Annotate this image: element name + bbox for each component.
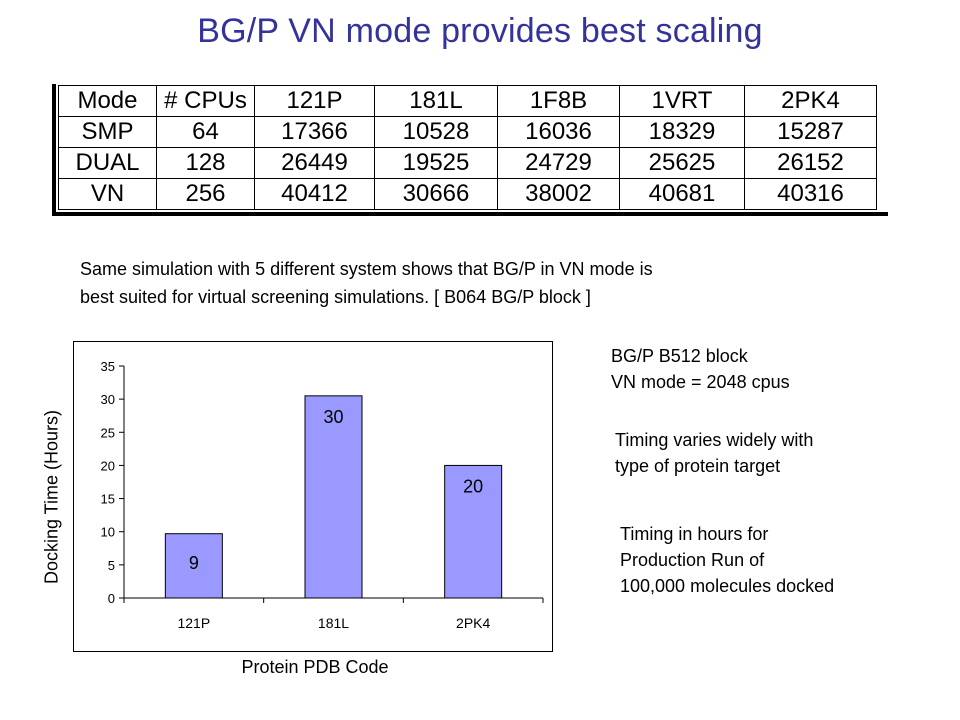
- hours-note-line-3: 100,000 molecules docked: [620, 576, 835, 596]
- block-note-line-1: BG/P B512 block: [611, 346, 748, 366]
- table-cell: 10528: [374, 116, 498, 148]
- table-row: VN 256 40412 30666 38002 40681 40316: [58, 178, 877, 210]
- bar-chart: 0 5 10 15 20 25 30 35 121P 9 181L 30 2PK4 20: [101, 359, 544, 631]
- table-cell: 40412: [254, 178, 375, 210]
- x-tick-label: 181L: [318, 615, 349, 631]
- bar-chart-frame: 0 5 10 15 20 25 30 35 121P 9 181L 30 2PK4 20: [73, 341, 553, 652]
- table-row: SMP 64 17366 10528 16036 18329 15287: [58, 116, 877, 148]
- table-cell: 26449: [254, 147, 375, 179]
- block-note: BG/P B512 block VN mode = 2048 cpus: [611, 343, 790, 395]
- table-cell: 2PK4: [744, 85, 877, 117]
- table-cell: # CPUs: [156, 85, 255, 117]
- table-cell: 181L: [374, 85, 498, 117]
- description-line-2: best suited for virtual screening simula…: [80, 287, 591, 307]
- table-cell: 1F8B: [497, 85, 620, 117]
- results-table: Mode # CPUs 121P 181L 1F8B 1VRT 2PK4 SMP 64 17366…: [58, 85, 877, 210]
- table-cell: 16036: [497, 116, 620, 148]
- table-shadow-frame: [52, 84, 888, 216]
- description-line-1: Same simulation with 5 different system …: [80, 259, 653, 279]
- table-row: DUAL 128 26449 19525 24729 25625 26152: [58, 147, 877, 179]
- hours-note: Timing in hours for Production Run of 10…: [620, 521, 834, 599]
- y-tick-label: 5: [108, 558, 115, 573]
- table-cell: 256: [156, 178, 255, 210]
- table-cell: 25625: [619, 147, 745, 179]
- table-cell: 40681: [619, 178, 745, 210]
- data-label: 20: [463, 476, 483, 496]
- description-text: Same simulation with 5 different system …: [80, 255, 880, 311]
- table-header-row: Mode # CPUs 121P 181L 1F8B 1VRT 2PK4: [58, 85, 877, 117]
- bar: [304, 395, 363, 599]
- table-cell: 17366: [254, 116, 375, 148]
- slide-title: BG/P VN mode provides best scaling: [197, 12, 763, 50]
- x-tick-label: 121P: [177, 615, 210, 631]
- table-cell: 26152: [744, 147, 877, 179]
- table-cell: 1VRT: [619, 85, 745, 117]
- table-cell: 128: [156, 147, 255, 179]
- y-tick-label: 35: [101, 359, 115, 374]
- y-tick-label: 0: [108, 591, 115, 606]
- x-tick-label: 2PK4: [456, 615, 490, 631]
- table-cell: 30666: [374, 178, 498, 210]
- table-cell: 64: [156, 116, 255, 148]
- block-note-line-2: VN mode = 2048 cpus: [611, 372, 790, 392]
- table-cell: SMP: [58, 116, 157, 148]
- table-cell: 15287: [744, 116, 877, 148]
- table-cell: VN: [58, 178, 157, 210]
- table-cell: 121P: [254, 85, 375, 117]
- y-tick-label: 20: [101, 458, 115, 473]
- table-cell: 19525: [374, 147, 498, 179]
- bar: [164, 533, 223, 599]
- hours-note-line-1: Timing in hours for: [620, 524, 769, 544]
- data-label: 30: [323, 407, 343, 427]
- table-cell: Mode: [58, 85, 157, 117]
- table-cell: 24729: [497, 147, 620, 179]
- y-tick-label: 15: [101, 492, 115, 507]
- y-axis-label: Docking Time (Hours): [41, 409, 62, 585]
- y-tick-label: 25: [101, 425, 115, 440]
- y-tick-label: 10: [101, 525, 115, 540]
- timing-note-line-1: Timing varies widely with: [615, 430, 814, 450]
- timing-note-line-2: type of protein target: [615, 456, 781, 476]
- table-cell: DUAL: [58, 147, 157, 179]
- table-cell: 38002: [497, 178, 620, 210]
- table-cell: 18329: [619, 116, 745, 148]
- timing-note: Timing varies widely with type of protei…: [615, 427, 813, 479]
- bar: [444, 464, 503, 599]
- y-tick-label: 30: [101, 392, 115, 407]
- table-cell: 40316: [744, 178, 877, 210]
- hours-note-line-2: Production Run of: [620, 550, 765, 570]
- x-axis-label: Protein PDB Code: [241, 657, 389, 677]
- data-label: 9: [189, 553, 199, 573]
